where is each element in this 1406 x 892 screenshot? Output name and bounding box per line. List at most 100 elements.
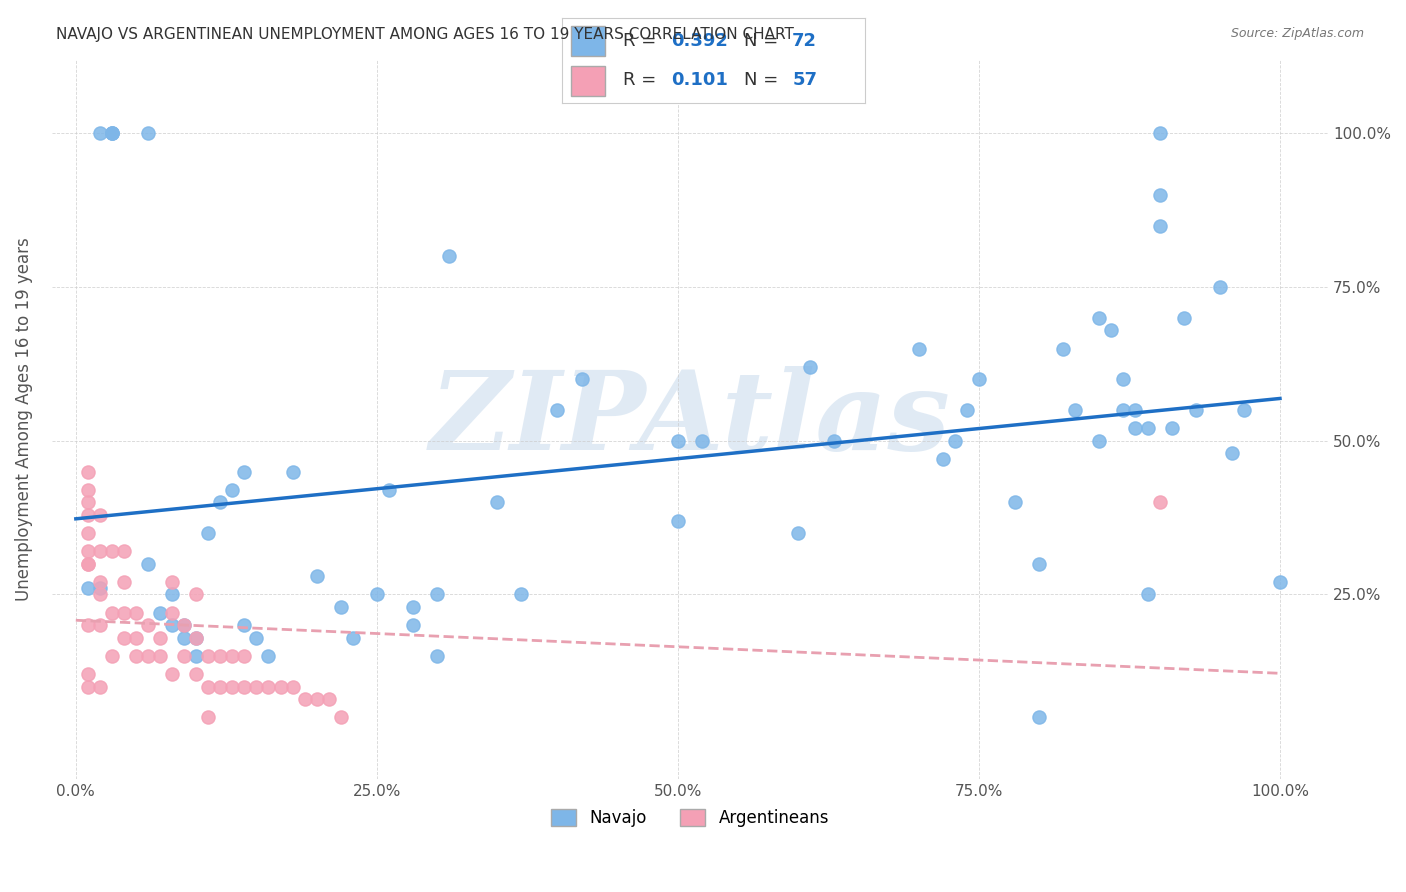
Point [89, 582, 111, 596]
Point [1112, 372, 1135, 386]
Point [76, 618, 98, 632]
Text: 57: 57 [792, 70, 817, 88]
Point [186, 631, 208, 645]
Point [173, 618, 195, 632]
Point [76, 582, 98, 596]
Point [1220, 446, 1243, 460]
Point [221, 680, 243, 694]
Point [112, 575, 135, 590]
Point [186, 631, 208, 645]
Point [1088, 434, 1111, 448]
Point [1149, 219, 1171, 233]
Point [76, 465, 98, 479]
Point [1209, 280, 1232, 294]
Text: R =: R = [623, 32, 662, 50]
Point [197, 526, 219, 541]
Point [426, 587, 449, 601]
Point [366, 587, 388, 601]
Point [1052, 342, 1074, 356]
Point [666, 514, 689, 528]
Legend: Navajo, Argentineans: Navajo, Argentineans [543, 800, 837, 835]
Point [101, 544, 124, 558]
Text: 0.392: 0.392 [671, 32, 728, 50]
Point [76, 526, 98, 541]
Point [160, 606, 183, 620]
Point [1149, 187, 1171, 202]
Y-axis label: Unemployment Among Ages 16 to 19 years: Unemployment Among Ages 16 to 19 years [15, 237, 32, 601]
Point [136, 127, 159, 141]
Point [209, 495, 232, 509]
Point [257, 680, 280, 694]
Point [76, 495, 98, 509]
Point [89, 680, 111, 694]
Point [437, 249, 460, 263]
Point [426, 648, 449, 663]
Text: 0.101: 0.101 [671, 70, 728, 88]
Point [149, 606, 172, 620]
Point [101, 648, 124, 663]
Point [1233, 403, 1256, 417]
Point [1125, 421, 1147, 435]
Point [1028, 710, 1050, 724]
Point [186, 648, 208, 663]
Point [221, 648, 243, 663]
Point [197, 648, 219, 663]
Text: R =: R = [623, 70, 668, 88]
Point [186, 667, 208, 681]
Point [305, 692, 328, 706]
Point [690, 434, 713, 448]
Point [342, 631, 364, 645]
Point [329, 710, 352, 724]
Point [76, 544, 98, 558]
Point [76, 557, 98, 571]
Point [112, 606, 135, 620]
Point [112, 544, 135, 558]
Point [136, 648, 159, 663]
Point [1125, 403, 1147, 417]
Point [186, 587, 208, 601]
Point [76, 483, 98, 497]
Point [1028, 557, 1050, 571]
Text: ZIPAtlas: ZIPAtlas [429, 366, 950, 473]
Point [1184, 403, 1206, 417]
Point [932, 452, 955, 467]
Point [101, 606, 124, 620]
Point [823, 434, 845, 448]
Point [221, 483, 243, 497]
Point [101, 127, 124, 141]
Point [76, 667, 98, 681]
Point [1149, 495, 1171, 509]
Point [305, 569, 328, 583]
Point [149, 631, 172, 645]
Point [967, 372, 990, 386]
Point [89, 618, 111, 632]
Point [1112, 403, 1135, 417]
Point [1268, 575, 1291, 590]
Point [160, 618, 183, 632]
Point [1088, 310, 1111, 325]
Point [89, 587, 111, 601]
Point [1149, 127, 1171, 141]
Point [89, 544, 111, 558]
Point [402, 618, 425, 632]
FancyBboxPatch shape [571, 66, 605, 95]
Point [136, 618, 159, 632]
Point [245, 680, 267, 694]
Point [402, 599, 425, 614]
Point [1160, 421, 1182, 435]
Point [173, 631, 195, 645]
Point [209, 648, 232, 663]
Point [76, 557, 98, 571]
Point [378, 483, 401, 497]
Point [294, 692, 316, 706]
Point [160, 587, 183, 601]
Point [89, 508, 111, 522]
Point [1004, 495, 1026, 509]
Point [318, 692, 340, 706]
Point [257, 648, 280, 663]
Point [89, 127, 111, 141]
Point [547, 403, 569, 417]
Point [160, 667, 183, 681]
Point [510, 587, 533, 601]
Text: Source: ZipAtlas.com: Source: ZipAtlas.com [1230, 27, 1364, 40]
